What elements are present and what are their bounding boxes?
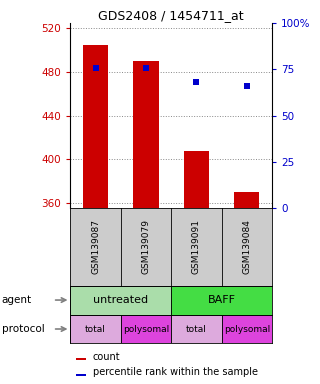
Bar [83, 45, 108, 209]
Text: BAFF: BAFF [208, 295, 236, 305]
Text: polysomal: polysomal [224, 324, 270, 334]
Text: GSM139087: GSM139087 [91, 220, 100, 275]
Bar [121, 314, 171, 343]
Bar [76, 374, 85, 376]
Text: agent: agent [2, 295, 32, 305]
Bar [222, 314, 272, 343]
Text: GSM139091: GSM139091 [192, 220, 201, 275]
Title: GDS2408 / 1454711_at: GDS2408 / 1454711_at [98, 9, 244, 22]
Text: polysomal: polysomal [123, 324, 169, 334]
Bar [171, 314, 221, 343]
Bar [184, 151, 209, 209]
Bar [76, 358, 85, 360]
Bar [234, 192, 260, 209]
Bar [70, 286, 171, 314]
Text: protocol: protocol [2, 324, 44, 334]
Text: count: count [92, 352, 120, 362]
Text: total: total [85, 324, 106, 334]
Bar [70, 314, 121, 343]
Text: percentile rank within the sample: percentile rank within the sample [92, 367, 258, 377]
Text: GSM139084: GSM139084 [242, 220, 251, 275]
Bar [133, 61, 159, 209]
Text: total: total [186, 324, 207, 334]
Text: GSM139079: GSM139079 [141, 220, 150, 275]
Text: untreated: untreated [93, 295, 148, 305]
Bar [171, 286, 272, 314]
